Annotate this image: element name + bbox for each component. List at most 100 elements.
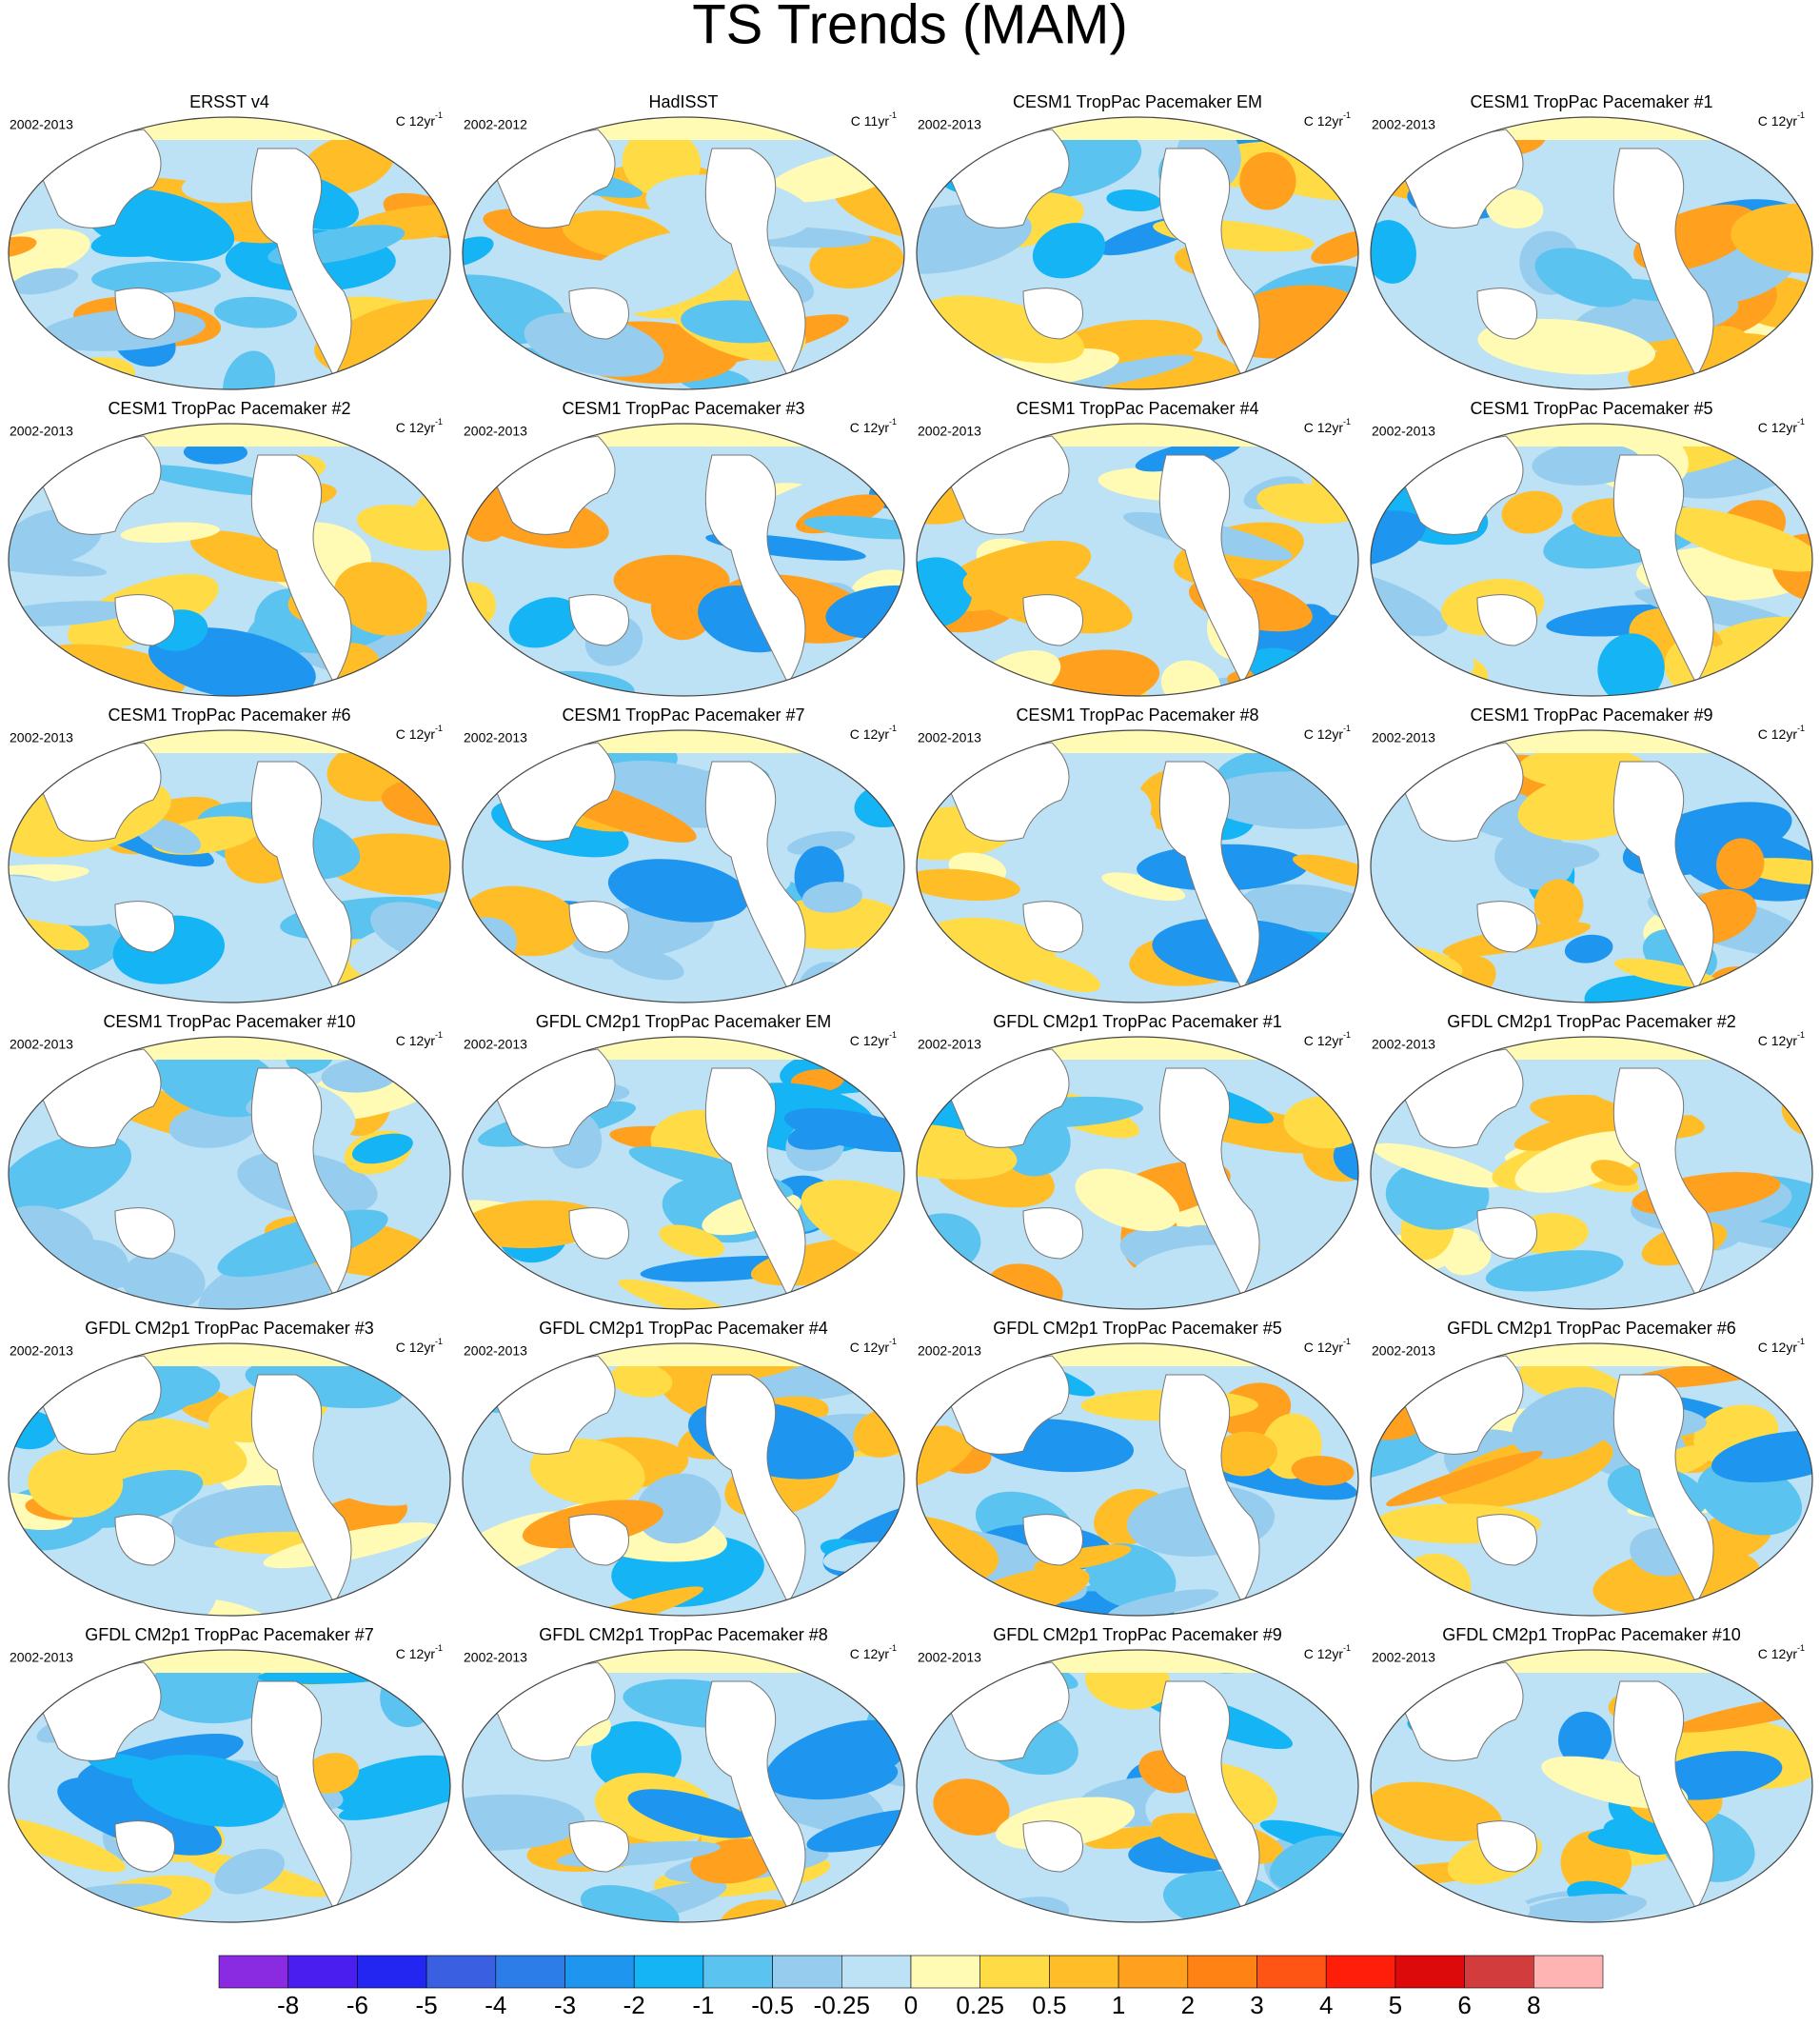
map-land — [1612, 1374, 1714, 1605]
panel-units: C 12yr-1 — [1304, 1643, 1351, 1660]
units-exponent: -1 — [889, 1337, 897, 1346]
map-land — [704, 1067, 806, 1299]
units-base: C 12yr — [396, 1340, 436, 1355]
colorbar-box — [1256, 1955, 1327, 1989]
map-pattern — [529, 1438, 645, 1505]
map-border — [1370, 1036, 1813, 1310]
map-land — [1612, 1680, 1714, 1912]
map-land — [1158, 761, 1260, 992]
colorbar-label: 4 — [1319, 1991, 1333, 2019]
map-pattern — [1731, 204, 1812, 274]
map-pattern — [925, 295, 1085, 364]
units-base: C 12yr — [396, 1033, 436, 1048]
colorbar-label: 3 — [1250, 1991, 1263, 2019]
map-land — [1476, 594, 1537, 646]
map-pattern — [1532, 442, 1642, 486]
map-pattern — [333, 562, 427, 636]
panel-title: GFDL CM2p1 TropPac Pacemaker #5 — [993, 1319, 1281, 1338]
map-arctic — [917, 730, 1358, 753]
map-arctic — [1371, 1037, 1812, 1060]
map-pattern — [1333, 1135, 1358, 1182]
map-border — [916, 1649, 1359, 1923]
panel-title: GFDL CM2p1 TropPac Pacemaker #2 — [1447, 1012, 1735, 1031]
map-pattern — [1711, 1430, 1812, 1483]
panel-period: 2002-2012 — [464, 117, 527, 132]
map-land — [1476, 288, 1537, 340]
units-exponent: -1 — [1343, 1643, 1351, 1653]
map-pattern — [71, 1469, 204, 1528]
panel-title: GFDL CM2p1 TropPac Pacemaker #8 — [539, 1625, 827, 1644]
colorbar-label: -6 — [346, 1991, 368, 2019]
colorbar-label: 0.25 — [956, 1991, 1004, 2019]
map-pattern — [609, 945, 684, 981]
map-border — [1370, 1649, 1813, 1923]
map-border — [462, 423, 905, 697]
panel-title: CESM1 TropPac Pacemaker #7 — [562, 705, 804, 725]
map-pattern — [351, 1133, 413, 1164]
map-pattern — [1514, 1131, 1648, 1193]
map-land — [114, 594, 175, 646]
units-base: C 12yr — [1304, 1033, 1344, 1048]
map-pattern — [1716, 838, 1765, 890]
map-pattern — [783, 1107, 904, 1152]
map-pattern — [392, 456, 450, 478]
panel-units: C 12yr-1 — [1758, 110, 1805, 128]
map-pattern — [9, 236, 37, 259]
units-base: C 12yr — [1304, 726, 1344, 742]
map-pattern — [1371, 1251, 1415, 1299]
map-pattern — [1661, 507, 1812, 572]
panel-period: 2002-2013 — [10, 1037, 73, 1052]
map-pattern — [463, 1794, 585, 1851]
units-exponent: -1 — [1343, 1030, 1351, 1040]
map-border — [1370, 116, 1813, 390]
map-pattern — [1737, 858, 1812, 885]
units-exponent: -1 — [1797, 1030, 1805, 1040]
units-exponent: -1 — [435, 1643, 443, 1653]
panel-units: C 12yr-1 — [850, 1643, 897, 1660]
map-pattern — [917, 557, 973, 628]
map-arctic — [9, 1650, 450, 1673]
panel-units: C 12yr-1 — [850, 1030, 897, 1047]
colorbar-label: 1 — [1112, 1991, 1125, 2019]
units-base: C 12yr — [396, 113, 436, 129]
units-exponent: -1 — [889, 417, 897, 427]
map-pattern — [1032, 223, 1106, 279]
map-land — [704, 454, 806, 685]
map-pattern — [9, 875, 122, 926]
units-base: C 11yr — [851, 113, 890, 129]
map-land — [1158, 1374, 1260, 1605]
map-pattern — [801, 1180, 904, 1268]
map — [917, 424, 1358, 696]
map-pattern — [829, 1579, 904, 1600]
map-land — [1158, 454, 1260, 685]
panel-period: 2002-2013 — [1372, 1650, 1435, 1665]
units-exponent: -1 — [1343, 1337, 1351, 1346]
panel-units: C 12yr-1 — [850, 1337, 897, 1354]
map-pattern — [1558, 1711, 1612, 1768]
map-arctic — [463, 1650, 904, 1673]
map-arctic — [9, 1037, 450, 1060]
map-pattern — [9, 548, 108, 577]
map-land — [568, 1514, 629, 1566]
map-pattern — [1160, 660, 1221, 696]
map-land — [1022, 594, 1083, 646]
map-arctic — [463, 117, 904, 140]
panel-title: GFDL CM2p1 TropPac Pacemaker EM — [536, 1012, 831, 1031]
panel-period: 2002-2013 — [1372, 117, 1435, 132]
colorbar-label: 2 — [1181, 1991, 1195, 2019]
map-arctic — [917, 1650, 1358, 1673]
panel-units: C 12yr-1 — [850, 724, 897, 741]
panel-units: C 12yr-1 — [1758, 1337, 1805, 1354]
figure-title: TS Trends (MAM) — [692, 0, 1128, 55]
map-pattern — [933, 1778, 1010, 1836]
panel-period: 2002-2013 — [918, 1343, 981, 1359]
units-exponent: -1 — [1797, 110, 1805, 120]
map-pattern — [304, 1753, 360, 1794]
panel-title: GFDL CM2p1 TropPac Pacemaker #3 — [85, 1319, 373, 1338]
map-arctic — [9, 730, 450, 753]
panel-units: C 12yr-1 — [1758, 417, 1805, 434]
panel-period: 2002-2013 — [918, 1037, 981, 1052]
map — [463, 1037, 904, 1309]
map-pattern — [1649, 1751, 1783, 1800]
colorbar-box — [1187, 1955, 1257, 1989]
